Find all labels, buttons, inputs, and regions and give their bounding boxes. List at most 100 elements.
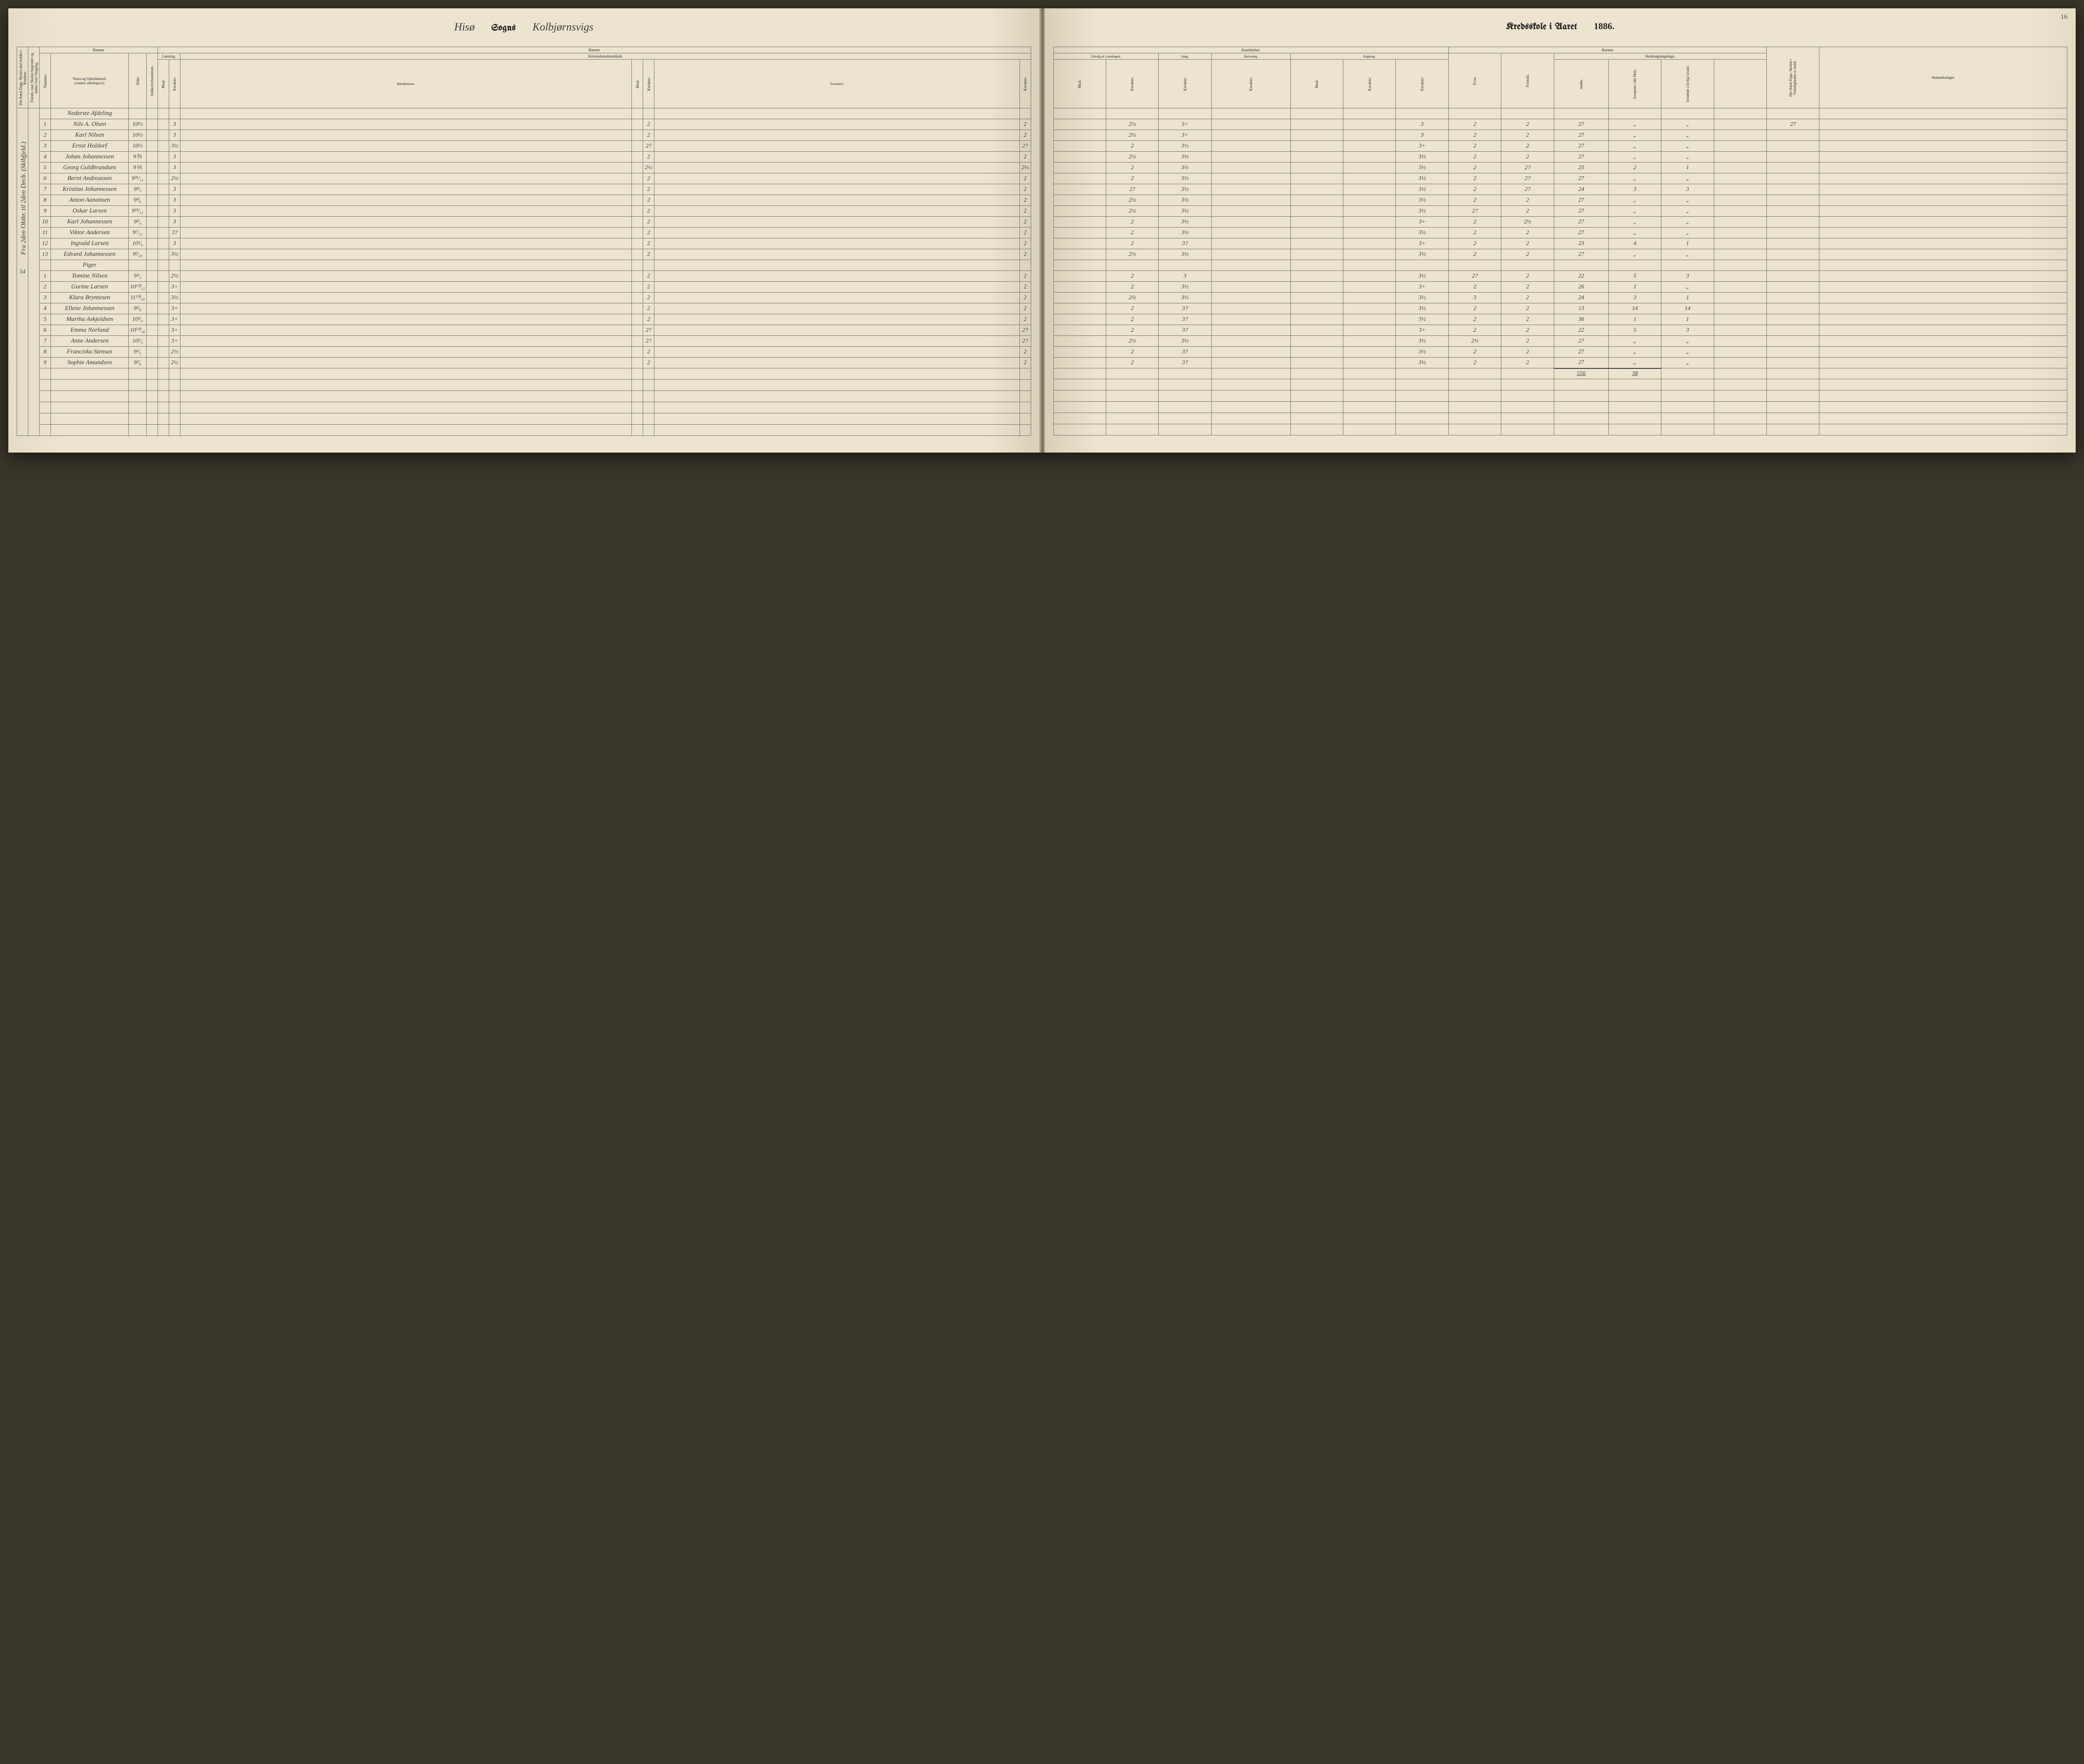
- row-num: 9: [40, 206, 51, 217]
- r-mod: 27: [1554, 206, 1608, 217]
- row-bib: 2: [643, 271, 654, 282]
- table-row: 4Ellene Johannessen9²⁄₈3+22: [17, 303, 1031, 314]
- year: 1886.: [1594, 21, 1615, 32]
- row-num: 7: [40, 336, 51, 347]
- r-skriv: [1211, 130, 1290, 141]
- r-fl: 1: [1661, 163, 1714, 173]
- r-reg-k1: [1343, 303, 1396, 314]
- table-row: 6Emma Norlund10²⁰⁄₁₆3+2?2?: [17, 325, 1031, 336]
- row-tro-grp: [654, 347, 1019, 358]
- row-tro-grp: [654, 238, 1019, 249]
- row-indskr: [146, 141, 158, 152]
- table-row: 23½3+22½27„„: [1053, 217, 2067, 228]
- row-laes: 3+: [169, 303, 180, 314]
- row-laes: 3+: [169, 325, 180, 336]
- r-udv: 2: [1106, 282, 1158, 293]
- r-reg: 3+: [1396, 325, 1448, 336]
- row-bib: 2: [643, 282, 654, 293]
- row-age: 10²⁄₆: [129, 238, 147, 249]
- table-row: 11Viktor Andersen9⁷⁄₁₂3?22: [17, 228, 1031, 238]
- r-reg-maal: [1290, 282, 1343, 293]
- r-evne: 2: [1448, 130, 1501, 141]
- row-bib-grp: [180, 152, 631, 163]
- kredsskole-label: Kredsskole i Aaret: [1506, 22, 1577, 32]
- r-sang: 3?: [1159, 238, 1211, 249]
- r-udv-maal: [1053, 282, 1106, 293]
- row-tro: 2: [1019, 130, 1031, 141]
- r-reg: 3: [1396, 119, 1448, 130]
- empty-row: [17, 368, 1031, 380]
- row-laes: 3: [169, 217, 180, 228]
- row-num: 5: [40, 163, 51, 173]
- r-evne: 2: [1448, 282, 1501, 293]
- row-tro: 2: [1019, 119, 1031, 130]
- r-reg: 3½: [1396, 271, 1448, 282]
- r-sang: 3½: [1159, 249, 1211, 260]
- row-bib: 2: [643, 293, 654, 303]
- r-udv-maal: [1053, 228, 1106, 238]
- r-for: 2: [1501, 249, 1554, 260]
- row-indskr: [146, 358, 158, 368]
- row-tro-grp: [654, 282, 1019, 293]
- r-fh: „: [1608, 141, 1661, 152]
- section-label: Piger: [51, 260, 129, 271]
- table-row: 9Oskar Larsen9¹³⁄₁₁322: [17, 206, 1031, 217]
- r-hold: [1766, 336, 1819, 347]
- row-bib-grp: [180, 173, 631, 184]
- r-udv: 2½: [1106, 249, 1158, 260]
- row-age: 10¹⁰⁄₁₂: [129, 282, 147, 293]
- row-laes-maal: [158, 336, 169, 347]
- row-tro: 2: [1019, 173, 1031, 184]
- r-blank: [1714, 119, 1766, 130]
- r-evne: 2: [1448, 152, 1501, 163]
- r-blank: [1714, 195, 1766, 206]
- row-num: 4: [40, 303, 51, 314]
- row-laes: 3: [169, 130, 180, 141]
- row-bib-grp: [180, 141, 631, 152]
- table-row: 5Martha Askjeldsen10²⁄₄3+22: [17, 314, 1031, 325]
- row-age: 9⅕: [129, 163, 147, 173]
- r-fh: „: [1608, 152, 1661, 163]
- row-indskr: [146, 163, 158, 173]
- r-blank: [1714, 141, 1766, 152]
- r-sang: 3½: [1159, 163, 1211, 173]
- row-bib-grp: [180, 130, 631, 141]
- row-name: Johan Johannessen: [51, 152, 129, 163]
- col-alder: Alder.: [129, 53, 147, 108]
- row-bib: 2: [643, 347, 654, 358]
- r-hold: [1766, 358, 1819, 368]
- empty-row: [17, 380, 1031, 391]
- row-bib-grp: [180, 195, 631, 206]
- table-row: 2½3½3½2?227„„: [1053, 206, 2067, 217]
- r-mod: 22: [1554, 271, 1608, 282]
- r-udv: 2: [1106, 217, 1158, 228]
- col-udvalg: Udvalg af Læsebogen.: [1053, 53, 1159, 60]
- row-age: 9³⁄₅: [129, 184, 147, 195]
- r-evne: 3: [1448, 293, 1501, 303]
- col-indskr: Indskrivelsesdatum.: [146, 53, 158, 108]
- r-hold: [1766, 152, 1819, 163]
- r-reg-k1: [1343, 206, 1396, 217]
- r-udv-maal: [1053, 271, 1106, 282]
- row-bib-grp: [180, 314, 631, 325]
- r-reg-k1: [1343, 347, 1396, 358]
- row-bib: 2: [643, 206, 654, 217]
- r-udv: 2: [1106, 141, 1158, 152]
- row-tro-grp: [654, 195, 1019, 206]
- row-age: 10²⁄₄: [129, 314, 147, 325]
- r-mod: 24: [1554, 293, 1608, 303]
- row-bib-maal: [632, 119, 643, 130]
- r-reg-maal: [1290, 325, 1343, 336]
- r-blank: [1714, 249, 1766, 260]
- r-skriv: [1211, 228, 1290, 238]
- r-fh: 2: [1608, 163, 1661, 173]
- r-evne: 2: [1448, 141, 1501, 152]
- r-anm: [1819, 314, 2067, 325]
- r-fl: 3: [1661, 325, 1714, 336]
- r-reg: 3½: [1396, 314, 1448, 325]
- empty-row: [1053, 413, 2067, 424]
- r-sang: 3?: [1159, 325, 1211, 336]
- row-laes: 3: [169, 184, 180, 195]
- row-bib-grp: [180, 325, 631, 336]
- row-laes: 3+: [169, 336, 180, 347]
